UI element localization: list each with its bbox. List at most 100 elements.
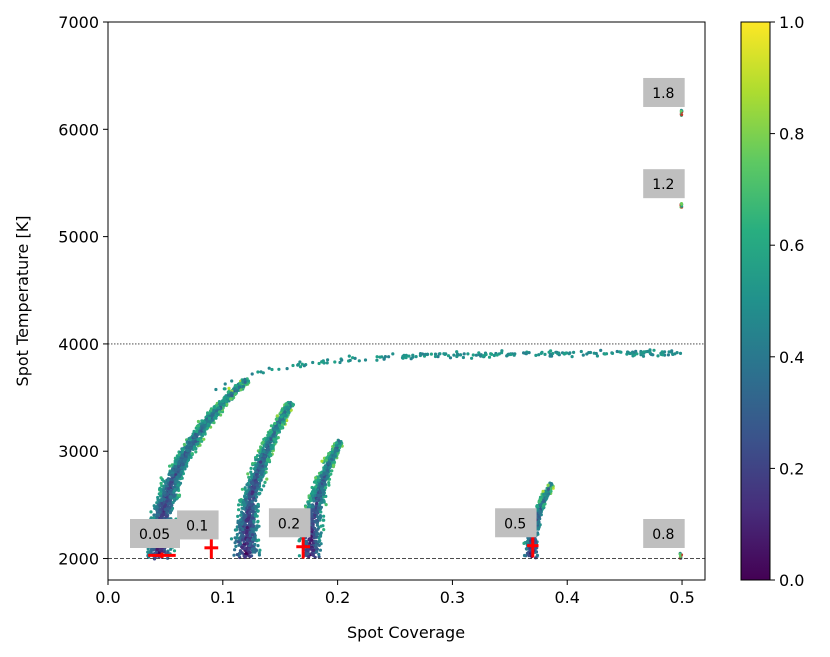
data-point <box>322 472 326 476</box>
data-point <box>245 533 249 538</box>
data-point <box>470 356 474 360</box>
data-point <box>317 555 321 559</box>
y-tick-label: 3000 <box>58 442 99 461</box>
data-point <box>161 507 165 511</box>
data-point <box>235 525 239 529</box>
data-point <box>542 499 546 503</box>
data-point <box>255 495 259 499</box>
data-point <box>241 384 245 388</box>
data-point <box>254 473 258 477</box>
data-point <box>187 441 191 445</box>
data-point <box>155 547 159 552</box>
data-point <box>176 467 180 471</box>
data-point <box>254 463 258 467</box>
data-point <box>175 475 179 479</box>
data-point <box>256 544 260 548</box>
data-point <box>481 354 485 358</box>
data-point <box>250 533 254 537</box>
data-point <box>471 353 475 357</box>
data-point <box>170 503 174 507</box>
data-point <box>250 372 254 376</box>
data-point <box>248 511 252 515</box>
data-point <box>193 440 197 444</box>
annotation-label: 0.8 <box>652 527 674 543</box>
data-point <box>535 553 540 557</box>
data-point <box>433 354 438 359</box>
data-point <box>626 350 630 354</box>
data-point <box>275 414 279 418</box>
data-point <box>319 474 323 478</box>
best-fit-markers <box>148 533 539 559</box>
data-point <box>177 460 181 465</box>
data-point <box>255 454 260 458</box>
data-point <box>159 476 163 480</box>
data-point <box>215 411 219 416</box>
data-point <box>542 492 546 496</box>
data-point <box>325 472 329 476</box>
data-point <box>244 497 248 501</box>
data-point <box>222 403 226 407</box>
data-point <box>309 547 313 551</box>
data-point <box>323 466 327 470</box>
data-point <box>173 489 177 493</box>
y-tick-label: 5000 <box>58 228 99 247</box>
data-point <box>533 539 537 543</box>
data-point <box>238 549 242 553</box>
data-point <box>255 484 259 488</box>
data-point <box>524 352 528 356</box>
data-point <box>312 533 316 537</box>
colorbar-tick-label: 0.0 <box>779 571 804 590</box>
data-point <box>226 390 230 394</box>
annotation-box <box>177 510 219 540</box>
data-point <box>196 442 200 446</box>
annotation-box <box>643 77 685 107</box>
data-point <box>179 471 183 475</box>
data-point <box>247 487 251 491</box>
data-point <box>158 486 162 490</box>
data-point <box>277 423 281 427</box>
data-point <box>285 367 289 371</box>
data-point <box>549 489 553 493</box>
data-point <box>175 496 179 500</box>
data-point <box>159 489 163 493</box>
data-point <box>172 494 176 498</box>
data-point <box>177 464 182 468</box>
data-point <box>251 550 255 554</box>
data-point <box>286 408 290 412</box>
data-point <box>256 458 260 462</box>
data-point <box>429 352 433 356</box>
data-point <box>264 461 268 465</box>
data-point <box>242 507 246 511</box>
data-point <box>233 548 237 552</box>
data-point <box>538 523 542 527</box>
data-point <box>313 513 317 517</box>
data-point <box>233 387 237 391</box>
x-tick-label: 0.4 <box>555 588 580 607</box>
data-point <box>265 458 270 462</box>
data-point <box>244 552 248 556</box>
data-point <box>348 358 352 362</box>
data-point <box>266 440 270 444</box>
data-point <box>239 381 243 385</box>
data-point <box>242 530 246 535</box>
data-point <box>628 351 632 356</box>
data-point <box>311 548 316 553</box>
data-point <box>259 460 263 464</box>
data-point <box>315 550 319 554</box>
data-point <box>229 397 233 401</box>
data-point <box>217 410 222 414</box>
data-point <box>252 520 256 524</box>
data-point <box>329 464 333 468</box>
data-point <box>166 556 170 560</box>
data-point <box>167 472 171 477</box>
data-point <box>537 353 541 357</box>
data-point <box>250 540 255 544</box>
data-point <box>298 365 303 369</box>
data-point <box>546 487 551 491</box>
data-point <box>315 523 319 527</box>
data-point <box>314 535 318 540</box>
data-point <box>272 431 277 435</box>
data-point <box>538 503 543 507</box>
data-point <box>257 538 261 542</box>
data-point <box>255 488 259 492</box>
